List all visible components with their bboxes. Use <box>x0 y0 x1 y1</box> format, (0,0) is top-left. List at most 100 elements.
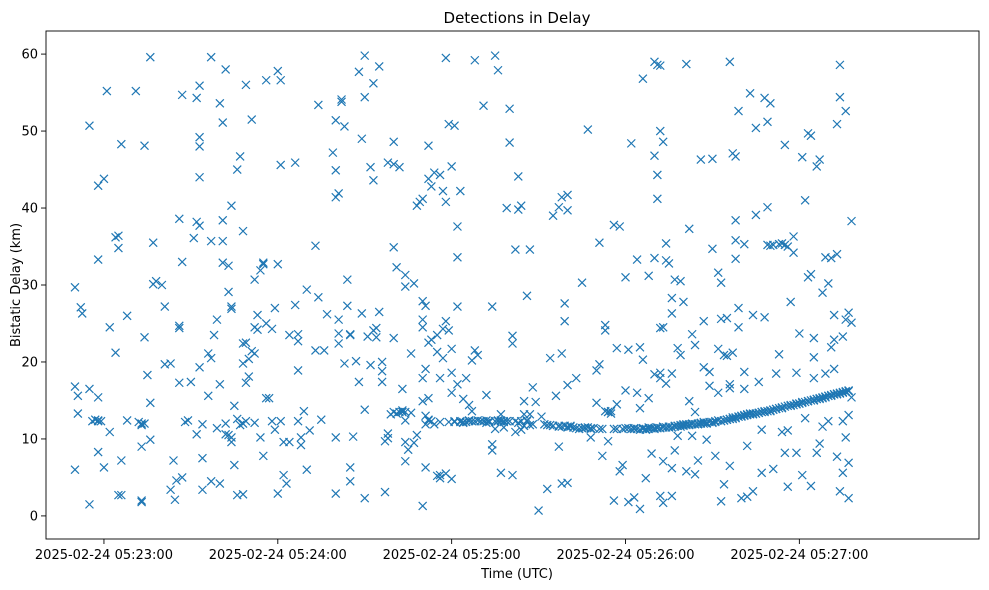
data-point <box>70 382 80 392</box>
data-point <box>736 493 746 503</box>
data-point <box>360 51 370 61</box>
data-point <box>467 406 477 416</box>
data-point <box>215 479 225 489</box>
data-point <box>302 285 312 295</box>
data-point <box>690 469 700 479</box>
data-point <box>635 342 645 352</box>
data-point <box>835 486 845 496</box>
data-point <box>670 275 680 285</box>
data-point <box>829 364 839 374</box>
data-point <box>699 362 709 372</box>
data-point <box>794 329 804 338</box>
data-point <box>609 424 619 434</box>
data-point <box>377 377 387 387</box>
data-point <box>137 497 147 507</box>
data-point <box>652 194 662 204</box>
data-point <box>331 192 341 202</box>
data-point <box>644 393 654 403</box>
data-point <box>635 504 645 514</box>
data-point <box>554 442 564 452</box>
data-point <box>823 391 833 401</box>
data-point <box>667 422 677 432</box>
data-point <box>545 420 555 430</box>
data-point <box>638 355 648 365</box>
data-point <box>508 470 517 480</box>
data-point <box>586 424 596 434</box>
data-point <box>137 419 147 428</box>
data-point <box>293 329 303 339</box>
data-point <box>734 322 743 332</box>
data-point <box>647 449 657 458</box>
data-point <box>841 432 851 442</box>
data-point <box>447 388 457 398</box>
data-point <box>832 249 842 259</box>
data-point <box>244 372 254 382</box>
data-point <box>400 437 410 447</box>
data-point <box>838 332 848 341</box>
data-point <box>418 373 428 383</box>
data-point <box>258 258 268 268</box>
data-point <box>319 345 329 355</box>
data-point <box>586 432 596 442</box>
data-point <box>166 485 176 495</box>
data-point <box>681 59 691 69</box>
data-point <box>406 349 416 358</box>
data-point <box>447 368 457 378</box>
data-point <box>655 491 665 501</box>
data-point <box>754 377 764 387</box>
data-point <box>615 222 625 231</box>
data-point <box>426 335 436 345</box>
data-point <box>568 422 578 432</box>
data-point <box>751 210 761 220</box>
data-point <box>250 418 260 428</box>
data-point <box>360 92 370 102</box>
y-axis-label: Bistatic Delay (km) <box>9 223 24 347</box>
data-point <box>415 197 425 207</box>
data-point <box>502 203 512 213</box>
data-point <box>450 121 459 131</box>
data-point <box>508 339 517 348</box>
data-point <box>560 299 570 308</box>
data-point <box>780 240 790 250</box>
data-point <box>600 325 610 335</box>
data-point <box>812 162 822 171</box>
data-point <box>792 448 801 458</box>
data-point <box>719 350 729 360</box>
data-point <box>215 98 225 108</box>
data-point <box>722 313 732 323</box>
data-point <box>105 322 115 332</box>
data-point <box>829 310 839 320</box>
data-point <box>679 297 688 307</box>
data-point <box>545 353 555 363</box>
data-point <box>800 397 810 407</box>
data-point <box>713 268 723 278</box>
data-point <box>655 126 665 136</box>
data-point <box>227 304 236 314</box>
data-point <box>273 489 283 499</box>
data-point <box>421 462 430 472</box>
data-point <box>195 362 204 372</box>
data-point <box>145 435 155 445</box>
data-point <box>716 416 726 426</box>
data-point <box>334 315 344 325</box>
data-point <box>389 137 399 147</box>
data-point <box>652 60 662 70</box>
data-point <box>563 190 572 200</box>
data-point <box>455 186 465 196</box>
data-point <box>290 300 300 310</box>
data-point <box>618 460 628 470</box>
data-point <box>818 288 827 298</box>
data-point <box>832 452 842 462</box>
data-point <box>371 332 381 342</box>
data-point <box>77 309 87 318</box>
data-point <box>638 74 648 84</box>
data-point <box>606 409 616 418</box>
data-point <box>681 466 691 476</box>
data-point <box>557 192 567 202</box>
data-point <box>481 416 491 425</box>
data-point <box>513 418 523 428</box>
data-point <box>789 232 798 241</box>
data-point <box>676 350 685 360</box>
data-point <box>403 445 413 455</box>
